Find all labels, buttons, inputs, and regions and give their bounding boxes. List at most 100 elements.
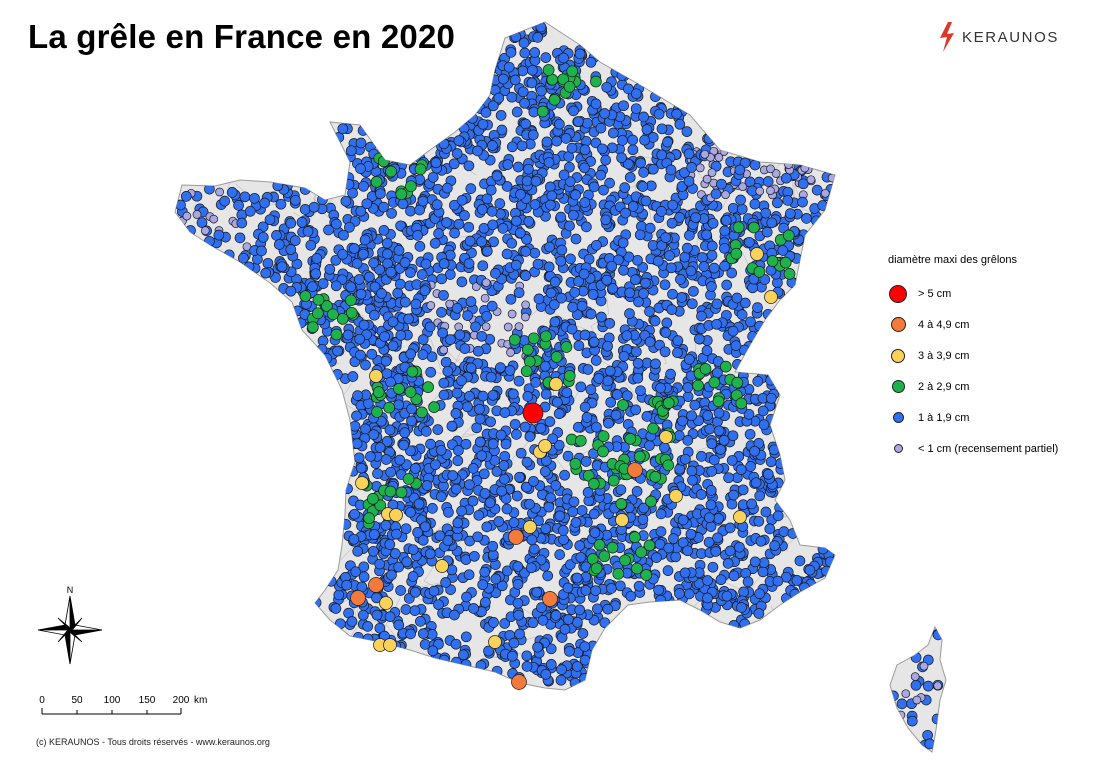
hail-marker-1-2cm	[477, 260, 489, 272]
hail-marker-1-2cm	[481, 245, 493, 257]
hail-marker-1-2cm	[487, 389, 499, 401]
hail-marker-1-2cm	[641, 124, 653, 135]
hail-marker-1-2cm	[334, 618, 346, 630]
hail-marker-1-2cm	[778, 526, 790, 537]
hail-marker-2-3cm	[367, 493, 379, 505]
hail-marker-1-2cm	[573, 340, 585, 352]
hail-marker-1-2cm	[697, 252, 708, 263]
hail-marker-1-2cm	[753, 515, 765, 527]
hail-marker-1-2cm	[749, 445, 760, 457]
hail-marker-1-2cm	[558, 534, 569, 546]
hail-marker-1-2cm	[706, 438, 718, 450]
hail-marker-1-2cm	[811, 184, 823, 196]
hail-marker-2-3cm	[617, 399, 629, 411]
hail-marker-1-2cm	[440, 356, 452, 368]
hail-marker-1-2cm	[472, 531, 484, 543]
hail-marker-1-2cm	[633, 580, 645, 592]
hail-marker-2-3cm	[748, 221, 760, 234]
hail-marker-2-3cm	[779, 256, 792, 269]
department-border	[779, 459, 815, 471]
hail-marker-1-2cm	[746, 498, 758, 510]
hail-marker-3-4cm	[383, 638, 397, 652]
hail-marker-1-2cm	[602, 603, 614, 615]
hail-marker-1-2cm	[664, 250, 675, 262]
hail-marker-1-2cm	[637, 514, 649, 525]
hail-marker-1-2cm	[456, 194, 468, 206]
hail-marker-1-2cm	[508, 517, 520, 528]
hail-marker-under-1cm	[702, 174, 712, 184]
hail-marker-1-2cm	[360, 359, 371, 371]
hail-marker-1-2cm	[446, 420, 458, 432]
hail-marker-1-2cm	[570, 233, 582, 245]
hail-marker-1-2cm	[465, 362, 477, 374]
hail-marker-1-2cm	[644, 336, 656, 348]
hail-marker-1-2cm	[603, 417, 614, 429]
hail-marker-1-2cm	[655, 594, 667, 606]
hail-marker-1-2cm	[385, 466, 397, 478]
hail-marker-2-3cm	[730, 247, 743, 260]
hail-marker-2-3cm	[395, 486, 408, 499]
hail-marker-1-2cm	[556, 664, 567, 675]
department-border	[677, 29, 709, 50]
hail-marker-1-2cm	[604, 177, 615, 189]
hail-marker-2-3cm	[550, 351, 563, 363]
hail-marker-1-2cm	[520, 246, 532, 257]
hail-marker-1-2cm	[672, 347, 683, 359]
hail-marker-1-2cm	[564, 645, 575, 657]
department-border	[288, 75, 320, 110]
hail-marker-1-2cm	[321, 353, 333, 364]
hail-marker-3-4cm	[549, 377, 563, 391]
hail-marker-1-2cm	[713, 513, 724, 524]
hail-marker-1-2cm	[474, 436, 486, 448]
lightning-bolt-icon	[940, 22, 954, 52]
hail-marker-1-2cm	[605, 583, 617, 594]
hail-marker-1-2cm	[501, 181, 513, 192]
hail-marker-1-2cm	[728, 489, 739, 501]
hail-marker-1-2cm	[572, 616, 583, 628]
hail-marker-1-2cm	[243, 261, 255, 273]
hail-marker-1-2cm	[595, 122, 607, 134]
hail-marker-1-2cm	[653, 108, 665, 120]
hail-marker-1-2cm	[451, 148, 463, 159]
hail-marker-2-3cm	[548, 94, 561, 106]
hail-marker-2-3cm	[428, 401, 440, 413]
hail-marker-1-2cm	[701, 345, 713, 356]
hail-marker-1-2cm	[527, 129, 539, 141]
hail-marker-1-2cm	[674, 588, 685, 599]
hail-marker-1-2cm	[488, 236, 499, 248]
hail-marker-1-2cm	[415, 616, 426, 627]
hail-marker-1-2cm	[407, 544, 419, 556]
hail-marker-1-2cm	[456, 505, 467, 517]
hail-marker-1-2cm	[724, 545, 736, 557]
hail-marker-1-2cm	[762, 308, 774, 320]
hail-marker-1-2cm	[601, 274, 613, 286]
hail-marker-1-2cm	[449, 609, 460, 621]
hail-marker-1-2cm	[702, 410, 714, 421]
hail-marker-1-2cm	[745, 316, 756, 328]
hail-marker-1-2cm	[495, 429, 507, 441]
hail-marker-1-2cm	[615, 484, 627, 496]
department-border	[233, 613, 266, 666]
hail-marker-1-2cm	[276, 261, 288, 273]
hail-marker-1-2cm	[477, 579, 489, 591]
hail-marker-1-2cm	[784, 208, 796, 219]
hail-marker-1-2cm	[686, 410, 697, 422]
hail-marker-1-2cm	[576, 505, 588, 516]
hail-marker-1-2cm	[501, 503, 513, 515]
hail-marker-1-2cm	[604, 318, 616, 329]
hail-marker-1-2cm	[362, 621, 374, 632]
hail-marker-1-2cm	[585, 384, 597, 395]
department-border	[680, 22, 696, 63]
hail-marker-1-2cm	[445, 334, 456, 345]
hail-marker-1-2cm	[782, 195, 794, 206]
department-border	[210, 135, 247, 168]
hail-marker-2-3cm	[753, 265, 766, 278]
hail-marker-1-2cm	[467, 112, 478, 124]
hail-marker-1-2cm	[331, 218, 342, 230]
legend-title: diamètre maxi des grêlons	[888, 254, 1018, 266]
hail-marker-1-2cm	[366, 348, 378, 360]
hail-marker-1-2cm	[381, 237, 393, 249]
hail-marker-1-2cm	[735, 464, 747, 475]
hail-marker-1-2cm	[515, 447, 527, 459]
hail-marker-1-2cm	[630, 404, 642, 416]
